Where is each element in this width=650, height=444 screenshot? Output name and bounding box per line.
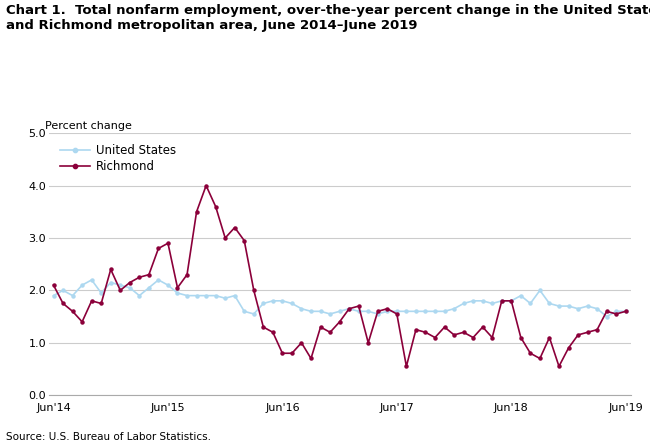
United States — [555, 303, 563, 309]
Richmond — [164, 241, 172, 246]
Richmond — [365, 340, 372, 345]
Richmond — [402, 364, 410, 369]
Text: Source: U.S. Bureau of Labor Statistics.: Source: U.S. Bureau of Labor Statistics. — [6, 432, 211, 442]
United States — [259, 301, 267, 306]
Richmond — [183, 272, 191, 278]
Legend: United States, Richmond: United States, Richmond — [60, 144, 176, 173]
United States — [622, 309, 630, 314]
Richmond — [259, 325, 267, 330]
United States — [402, 309, 410, 314]
Richmond — [202, 183, 210, 188]
United States — [603, 314, 610, 319]
United States — [88, 277, 96, 282]
Line: United States: United States — [52, 278, 627, 318]
Richmond — [565, 345, 573, 351]
Text: Percent change: Percent change — [46, 121, 133, 131]
Text: Chart 1.  Total nonfarm employment, over-the-year percent change in the United S: Chart 1. Total nonfarm employment, over-… — [6, 4, 650, 32]
Line: Richmond: Richmond — [52, 184, 627, 368]
United States — [49, 293, 57, 298]
Richmond — [49, 282, 57, 288]
Richmond — [622, 309, 630, 314]
Richmond — [412, 327, 420, 332]
United States — [174, 290, 181, 296]
United States — [365, 309, 372, 314]
United States — [192, 293, 200, 298]
